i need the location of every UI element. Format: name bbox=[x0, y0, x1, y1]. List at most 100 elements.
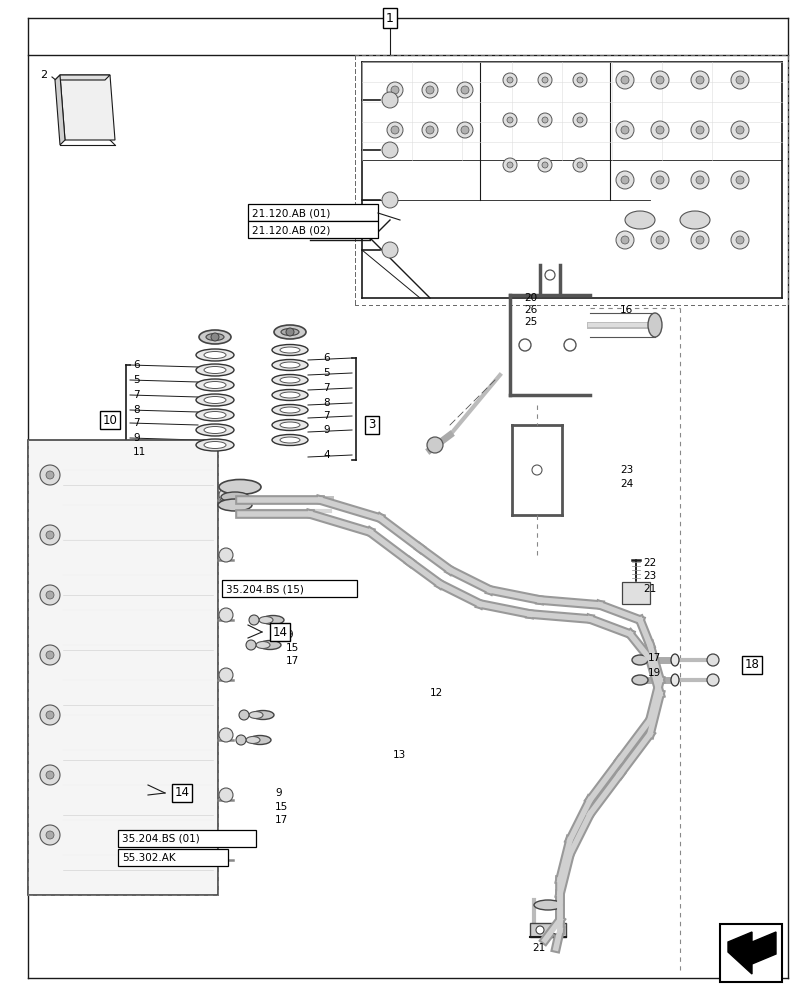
Circle shape bbox=[620, 126, 629, 134]
Circle shape bbox=[616, 231, 633, 249]
Circle shape bbox=[46, 531, 54, 539]
Ellipse shape bbox=[251, 710, 273, 719]
Text: 21: 21 bbox=[531, 943, 544, 953]
Circle shape bbox=[538, 113, 551, 127]
Circle shape bbox=[573, 158, 586, 172]
Text: 21.120.AB (02): 21.120.AB (02) bbox=[251, 225, 330, 235]
Text: 35.204.BS (01): 35.204.BS (01) bbox=[122, 834, 200, 844]
Circle shape bbox=[238, 710, 249, 720]
Text: 18: 18 bbox=[744, 658, 758, 672]
Circle shape bbox=[690, 171, 708, 189]
Circle shape bbox=[40, 825, 60, 845]
Circle shape bbox=[381, 142, 397, 158]
Circle shape bbox=[40, 585, 60, 605]
Circle shape bbox=[616, 121, 633, 139]
Bar bbox=[28, 440, 217, 895]
Ellipse shape bbox=[195, 439, 234, 451]
Circle shape bbox=[46, 831, 54, 839]
Circle shape bbox=[655, 76, 663, 84]
Circle shape bbox=[40, 465, 60, 485]
Circle shape bbox=[46, 771, 54, 779]
Text: 9: 9 bbox=[133, 433, 139, 443]
Circle shape bbox=[387, 122, 402, 138]
Ellipse shape bbox=[280, 362, 299, 368]
Text: 8: 8 bbox=[323, 398, 329, 408]
Ellipse shape bbox=[280, 377, 299, 383]
Circle shape bbox=[730, 71, 748, 89]
Ellipse shape bbox=[204, 412, 225, 418]
Text: 6: 6 bbox=[323, 353, 329, 363]
Circle shape bbox=[219, 788, 233, 802]
Circle shape bbox=[577, 77, 582, 83]
Circle shape bbox=[695, 236, 703, 244]
Circle shape bbox=[40, 525, 60, 545]
Circle shape bbox=[46, 591, 54, 599]
Ellipse shape bbox=[280, 392, 299, 398]
Ellipse shape bbox=[204, 442, 225, 448]
Text: 9: 9 bbox=[275, 788, 281, 798]
Ellipse shape bbox=[272, 360, 307, 370]
Text: 22: 22 bbox=[642, 558, 655, 568]
Circle shape bbox=[391, 86, 398, 94]
Ellipse shape bbox=[272, 344, 307, 356]
Circle shape bbox=[655, 236, 663, 244]
Circle shape bbox=[40, 765, 60, 785]
Circle shape bbox=[249, 615, 259, 625]
Ellipse shape bbox=[631, 675, 647, 685]
Circle shape bbox=[538, 73, 551, 87]
Circle shape bbox=[391, 126, 398, 134]
Text: 16: 16 bbox=[620, 305, 633, 315]
Circle shape bbox=[620, 176, 629, 184]
Ellipse shape bbox=[280, 407, 299, 413]
Circle shape bbox=[655, 176, 663, 184]
Text: 7: 7 bbox=[323, 411, 329, 421]
Circle shape bbox=[502, 158, 517, 172]
Text: 15: 15 bbox=[275, 802, 288, 812]
Text: 14: 14 bbox=[272, 626, 287, 638]
Ellipse shape bbox=[259, 640, 281, 650]
Text: 25: 25 bbox=[523, 317, 537, 327]
Text: 35.204.BS (15): 35.204.BS (15) bbox=[225, 584, 303, 594]
Circle shape bbox=[730, 171, 748, 189]
Circle shape bbox=[422, 82, 437, 98]
Bar bbox=[719, 924, 781, 982]
Text: 19: 19 bbox=[647, 668, 660, 678]
Bar bbox=[118, 830, 255, 847]
Circle shape bbox=[426, 126, 433, 134]
Circle shape bbox=[46, 471, 54, 479]
Circle shape bbox=[535, 926, 543, 934]
Ellipse shape bbox=[195, 424, 234, 436]
Ellipse shape bbox=[204, 381, 225, 388]
Circle shape bbox=[219, 668, 233, 682]
Circle shape bbox=[219, 608, 233, 622]
Text: 15: 15 bbox=[285, 643, 299, 653]
Text: 9: 9 bbox=[285, 630, 292, 640]
Ellipse shape bbox=[280, 437, 299, 443]
Circle shape bbox=[422, 122, 437, 138]
Bar bbox=[530, 923, 565, 937]
Text: 5: 5 bbox=[133, 375, 139, 385]
Text: 3: 3 bbox=[368, 418, 375, 432]
Text: 23: 23 bbox=[642, 571, 655, 581]
Circle shape bbox=[577, 117, 582, 123]
Circle shape bbox=[616, 171, 633, 189]
Circle shape bbox=[695, 76, 703, 84]
Ellipse shape bbox=[272, 420, 307, 430]
Circle shape bbox=[381, 242, 397, 258]
Ellipse shape bbox=[679, 211, 709, 229]
Text: 20: 20 bbox=[523, 293, 536, 303]
Circle shape bbox=[650, 71, 668, 89]
Ellipse shape bbox=[206, 334, 224, 340]
Circle shape bbox=[381, 192, 397, 208]
Circle shape bbox=[544, 270, 554, 280]
Circle shape bbox=[541, 117, 547, 123]
Circle shape bbox=[219, 728, 233, 742]
Circle shape bbox=[650, 231, 668, 249]
Polygon shape bbox=[55, 75, 65, 145]
Ellipse shape bbox=[255, 642, 270, 648]
Text: 2: 2 bbox=[40, 70, 47, 80]
Circle shape bbox=[706, 674, 718, 686]
Circle shape bbox=[502, 73, 517, 87]
Bar bbox=[621, 582, 649, 604]
Circle shape bbox=[461, 86, 469, 94]
